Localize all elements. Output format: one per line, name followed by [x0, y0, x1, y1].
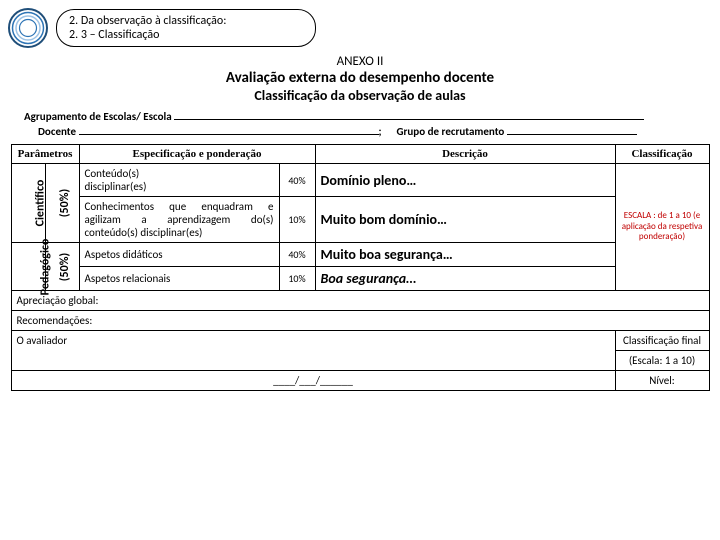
apreciacao-cell[interactable]: Apreciação global:	[11, 291, 709, 311]
row-conhecimentos: Conhecimentos que enquadram e agilizam a…	[11, 197, 709, 243]
recomendacoes-cell[interactable]: Recomendações:	[11, 311, 709, 331]
param-cientifico-label: Científico	[33, 180, 47, 227]
breadcrumb-line2: 2. 3 – Classificação	[69, 28, 293, 42]
row-conteudos: Científico (50%) Conteúdo(s) disciplinar…	[11, 164, 709, 197]
classificacao-final-label: Classificação final	[615, 331, 709, 351]
col-descricao: Descrição	[315, 145, 615, 164]
pct-conteudos: 40%	[279, 164, 315, 197]
spec-conteudos-l1: Conteúdo(s)	[85, 167, 140, 180]
col-espec: Especificação e ponderação	[79, 145, 315, 164]
title-line1: Avaliação externa do desempenho docente	[6, 69, 714, 87]
agrupamento-line: Agrupamento de Escolas/ Escola	[24, 110, 696, 123]
row-recomendacoes: Recomendações:	[11, 311, 709, 331]
title-block: ANEXO II Avaliação externa do desempenho…	[6, 54, 714, 104]
pct-relacionais: 10%	[279, 267, 315, 291]
param-pedagogico-pct-label: (50%)	[58, 252, 72, 280]
desc-muito-boa-seguranca: Muito boa segurança…	[315, 243, 615, 267]
agrupamento-label: Agrupamento de Escolas/ Escola	[24, 110, 172, 123]
avaliador-cell: O avaliador	[11, 331, 615, 371]
param-cientifico-pct: (50%)	[45, 164, 79, 243]
table-header-row: Parâmetros Especificação e ponderação De…	[11, 145, 709, 164]
grupo-field[interactable]	[507, 134, 637, 135]
pct-conhecimentos: 10%	[279, 197, 315, 243]
escala2-cell: (Escala: 1 a 10)	[615, 351, 709, 371]
row-apreciacao: Apreciação global:	[11, 291, 709, 311]
param-pedagogico: Pedagógico	[11, 243, 45, 291]
param-cientifico-pct-label: (50%)	[58, 189, 72, 217]
row-relacionais: Aspetos relacionais 10% Boa segurança…	[11, 267, 709, 291]
docente-label: Docente	[38, 125, 76, 138]
header-bar: 2. Da observação à classificação: 2. 3 –…	[6, 6, 714, 50]
breadcrumb-pill: 2. Da observação à classificação: 2. 3 –…	[56, 9, 316, 48]
param-cientifico: Científico	[11, 164, 45, 243]
docente-line: Docente ; Grupo de recrutamento	[24, 125, 696, 138]
pct-didaticos: 40%	[279, 243, 315, 267]
meta-block: Agrupamento de Escolas/ Escola Docente ;…	[6, 110, 714, 138]
param-pedagogico-label: Pedagógico	[38, 238, 52, 295]
evaluation-table: Parâmetros Especificação e ponderação De…	[11, 144, 710, 391]
title-line2: Classificação da observação de aulas	[6, 87, 714, 104]
row-avaliador: O avaliador Classificação final	[11, 331, 709, 351]
breadcrumb-line1: 2. Da observação à classificação:	[69, 14, 293, 28]
spec-conteudos: Conteúdo(s) disciplinar(es)	[79, 164, 279, 197]
col-classif: Classificação	[615, 145, 709, 164]
nivel-cell[interactable]: Nível:	[615, 371, 709, 391]
row-date: ____/___/______ Nível:	[11, 371, 709, 391]
date-cell[interactable]: ____/___/______	[11, 371, 615, 391]
desc-muito-bom-dominio: Muito bom domínio…	[315, 197, 615, 243]
agrupamento-field[interactable]	[174, 119, 644, 120]
spec-conteudos-l2: disciplinar(es)	[85, 180, 147, 193]
row-didaticos: Pedagógico (50%) Aspetos didáticos 40% M…	[11, 243, 709, 267]
spec-didaticos: Aspetos didáticos	[79, 243, 279, 267]
docente-field[interactable]	[79, 134, 379, 135]
ring-icon	[6, 6, 50, 50]
grupo-label: Grupo de recrutamento	[396, 125, 504, 138]
escala-cell: ESCALA : de 1 a 10 (e aplicação da respe…	[615, 164, 709, 291]
desc-dominio-pleno: Domínio pleno…	[315, 164, 615, 197]
col-parametros: Parâmetros	[11, 145, 79, 164]
spec-relacionais: Aspetos relacionais	[79, 267, 279, 291]
spec-conhecimentos: Conhecimentos que enquadram e agilizam a…	[79, 197, 279, 243]
anexo-label: ANEXO II	[6, 54, 714, 69]
desc-boa-seguranca: Boa segurança…	[315, 267, 615, 291]
